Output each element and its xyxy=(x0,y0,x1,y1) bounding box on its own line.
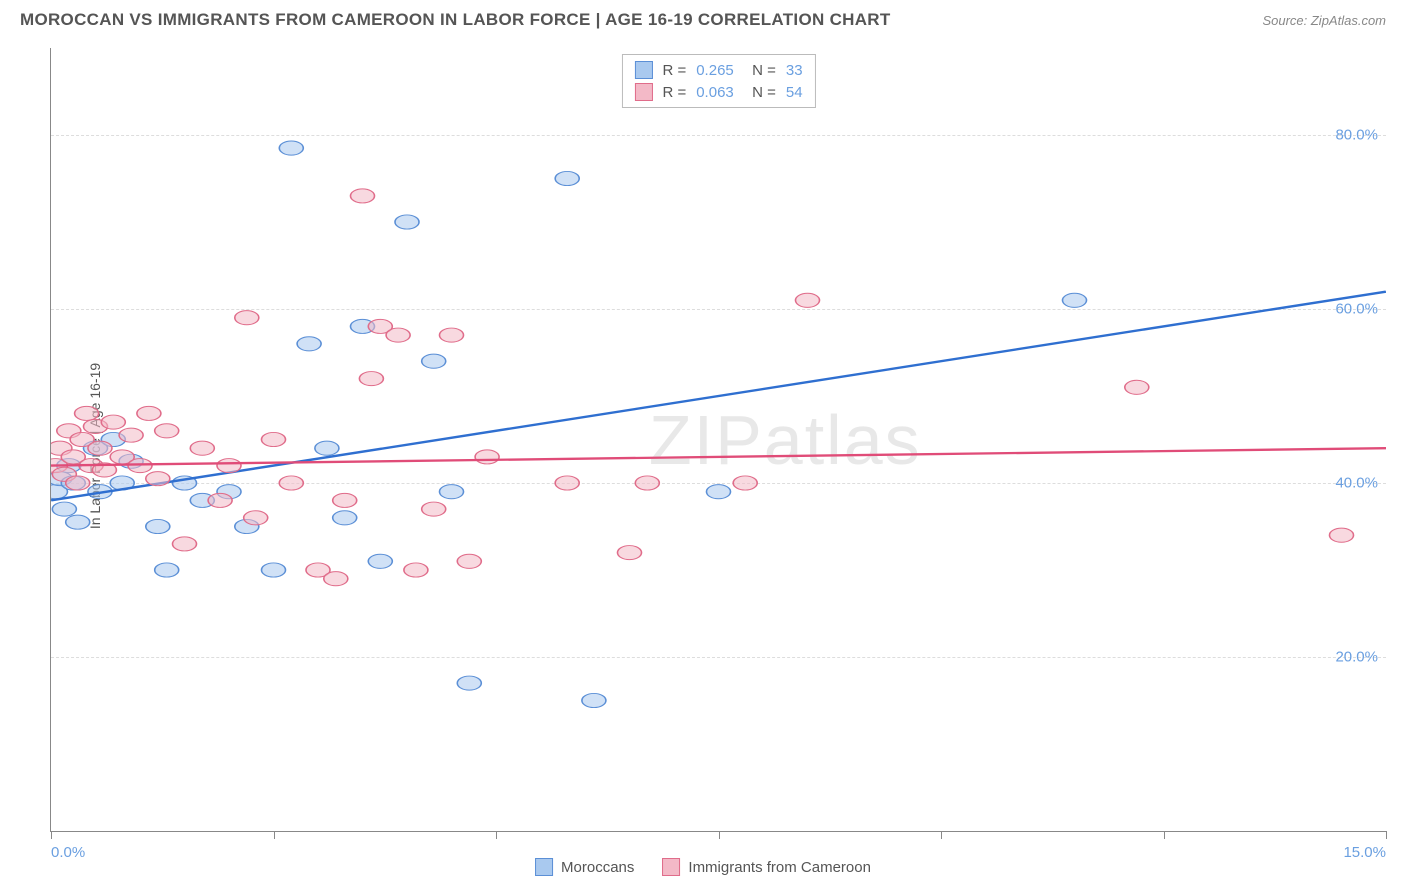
chart-area: ZIPatlas R = 0.265 N = 33 R = 0.063 N = … xyxy=(50,48,1386,832)
scatter-point xyxy=(155,424,179,438)
scatter-point xyxy=(386,328,410,342)
legend-r-label: R = xyxy=(662,84,686,101)
scatter-point xyxy=(733,476,757,490)
legend-r-value-2: 0.063 xyxy=(696,84,734,101)
legend-bottom: Moroccans Immigrants from Cameroon xyxy=(535,858,871,876)
chart-header: MOROCCAN VS IMMIGRANTS FROM CAMEROON IN … xyxy=(0,0,1406,38)
scatter-point xyxy=(324,572,348,586)
scatter-point xyxy=(368,554,392,568)
scatter-point xyxy=(52,502,76,516)
legend-n-label: N = xyxy=(744,62,776,79)
scatter-point xyxy=(422,354,446,368)
scatter-point xyxy=(617,546,641,560)
scatter-point xyxy=(706,485,730,499)
x-tick xyxy=(51,831,52,839)
scatter-point xyxy=(66,515,90,529)
x-tick xyxy=(496,831,497,839)
x-tick xyxy=(941,831,942,839)
scatter-point xyxy=(555,171,579,185)
legend-r-label: R = xyxy=(662,62,686,79)
x-tick xyxy=(1164,831,1165,839)
scatter-point xyxy=(146,472,170,486)
x-tick xyxy=(274,831,275,839)
scatter-point xyxy=(475,450,499,464)
scatter-point xyxy=(582,693,606,707)
scatter-point xyxy=(75,406,99,420)
scatter-point xyxy=(101,415,125,429)
legend-n-value-2: 54 xyxy=(786,84,803,101)
x-tick xyxy=(1386,831,1387,839)
scatter-point xyxy=(279,476,303,490)
chart-title: MOROCCAN VS IMMIGRANTS FROM CAMEROON IN … xyxy=(20,10,891,30)
scatter-point xyxy=(395,215,419,229)
scatter-point xyxy=(297,337,321,351)
x-tick-label-end: 15.0% xyxy=(1343,844,1386,861)
swatch-series-1 xyxy=(634,61,652,79)
scatter-point xyxy=(333,511,357,525)
scatter-point xyxy=(88,441,112,455)
scatter-point xyxy=(1125,380,1149,394)
legend-n-label: N = xyxy=(744,84,776,101)
scatter-point xyxy=(217,459,241,473)
scatter-point xyxy=(1329,528,1353,542)
scatter-point xyxy=(261,563,285,577)
scatter-point xyxy=(350,189,374,203)
scatter-point xyxy=(439,328,463,342)
legend-stats-row: R = 0.265 N = 33 xyxy=(634,59,802,81)
scatter-point xyxy=(119,428,143,442)
legend-stats-row: R = 0.063 N = 54 xyxy=(634,81,802,103)
trend-line xyxy=(51,448,1386,465)
legend-r-value-1: 0.265 xyxy=(696,62,734,79)
swatch-series-1 xyxy=(535,858,553,876)
scatter-point xyxy=(208,493,232,507)
scatter-point xyxy=(555,476,579,490)
scatter-point xyxy=(315,441,339,455)
scatter-point xyxy=(279,141,303,155)
scatter-point xyxy=(66,476,90,490)
scatter-point xyxy=(137,406,161,420)
scatter-point xyxy=(172,537,196,551)
scatter-point xyxy=(635,476,659,490)
swatch-series-2 xyxy=(662,858,680,876)
scatter-point xyxy=(422,502,446,516)
scatter-point xyxy=(146,519,170,533)
scatter-point xyxy=(244,511,268,525)
legend-label-2: Immigrants from Cameroon xyxy=(688,859,871,876)
source-label: Source: ZipAtlas.com xyxy=(1262,13,1386,28)
scatter-point xyxy=(235,311,259,325)
scatter-point xyxy=(1062,293,1086,307)
plot-svg xyxy=(51,48,1386,831)
legend-label-1: Moroccans xyxy=(561,859,634,876)
scatter-point xyxy=(795,293,819,307)
legend-item-2: Immigrants from Cameroon xyxy=(662,858,871,876)
scatter-point xyxy=(359,372,383,386)
scatter-point xyxy=(190,441,214,455)
swatch-series-2 xyxy=(634,83,652,101)
scatter-point xyxy=(404,563,428,577)
scatter-point xyxy=(457,554,481,568)
scatter-point xyxy=(155,563,179,577)
x-tick xyxy=(719,831,720,839)
scatter-point xyxy=(261,432,285,446)
scatter-point xyxy=(439,485,463,499)
legend-n-value-1: 33 xyxy=(786,62,803,79)
x-tick-label-start: 0.0% xyxy=(51,844,85,861)
legend-stats: R = 0.265 N = 33 R = 0.063 N = 54 xyxy=(621,54,815,108)
scatter-point xyxy=(333,493,357,507)
legend-item-1: Moroccans xyxy=(535,858,634,876)
scatter-point xyxy=(457,676,481,690)
